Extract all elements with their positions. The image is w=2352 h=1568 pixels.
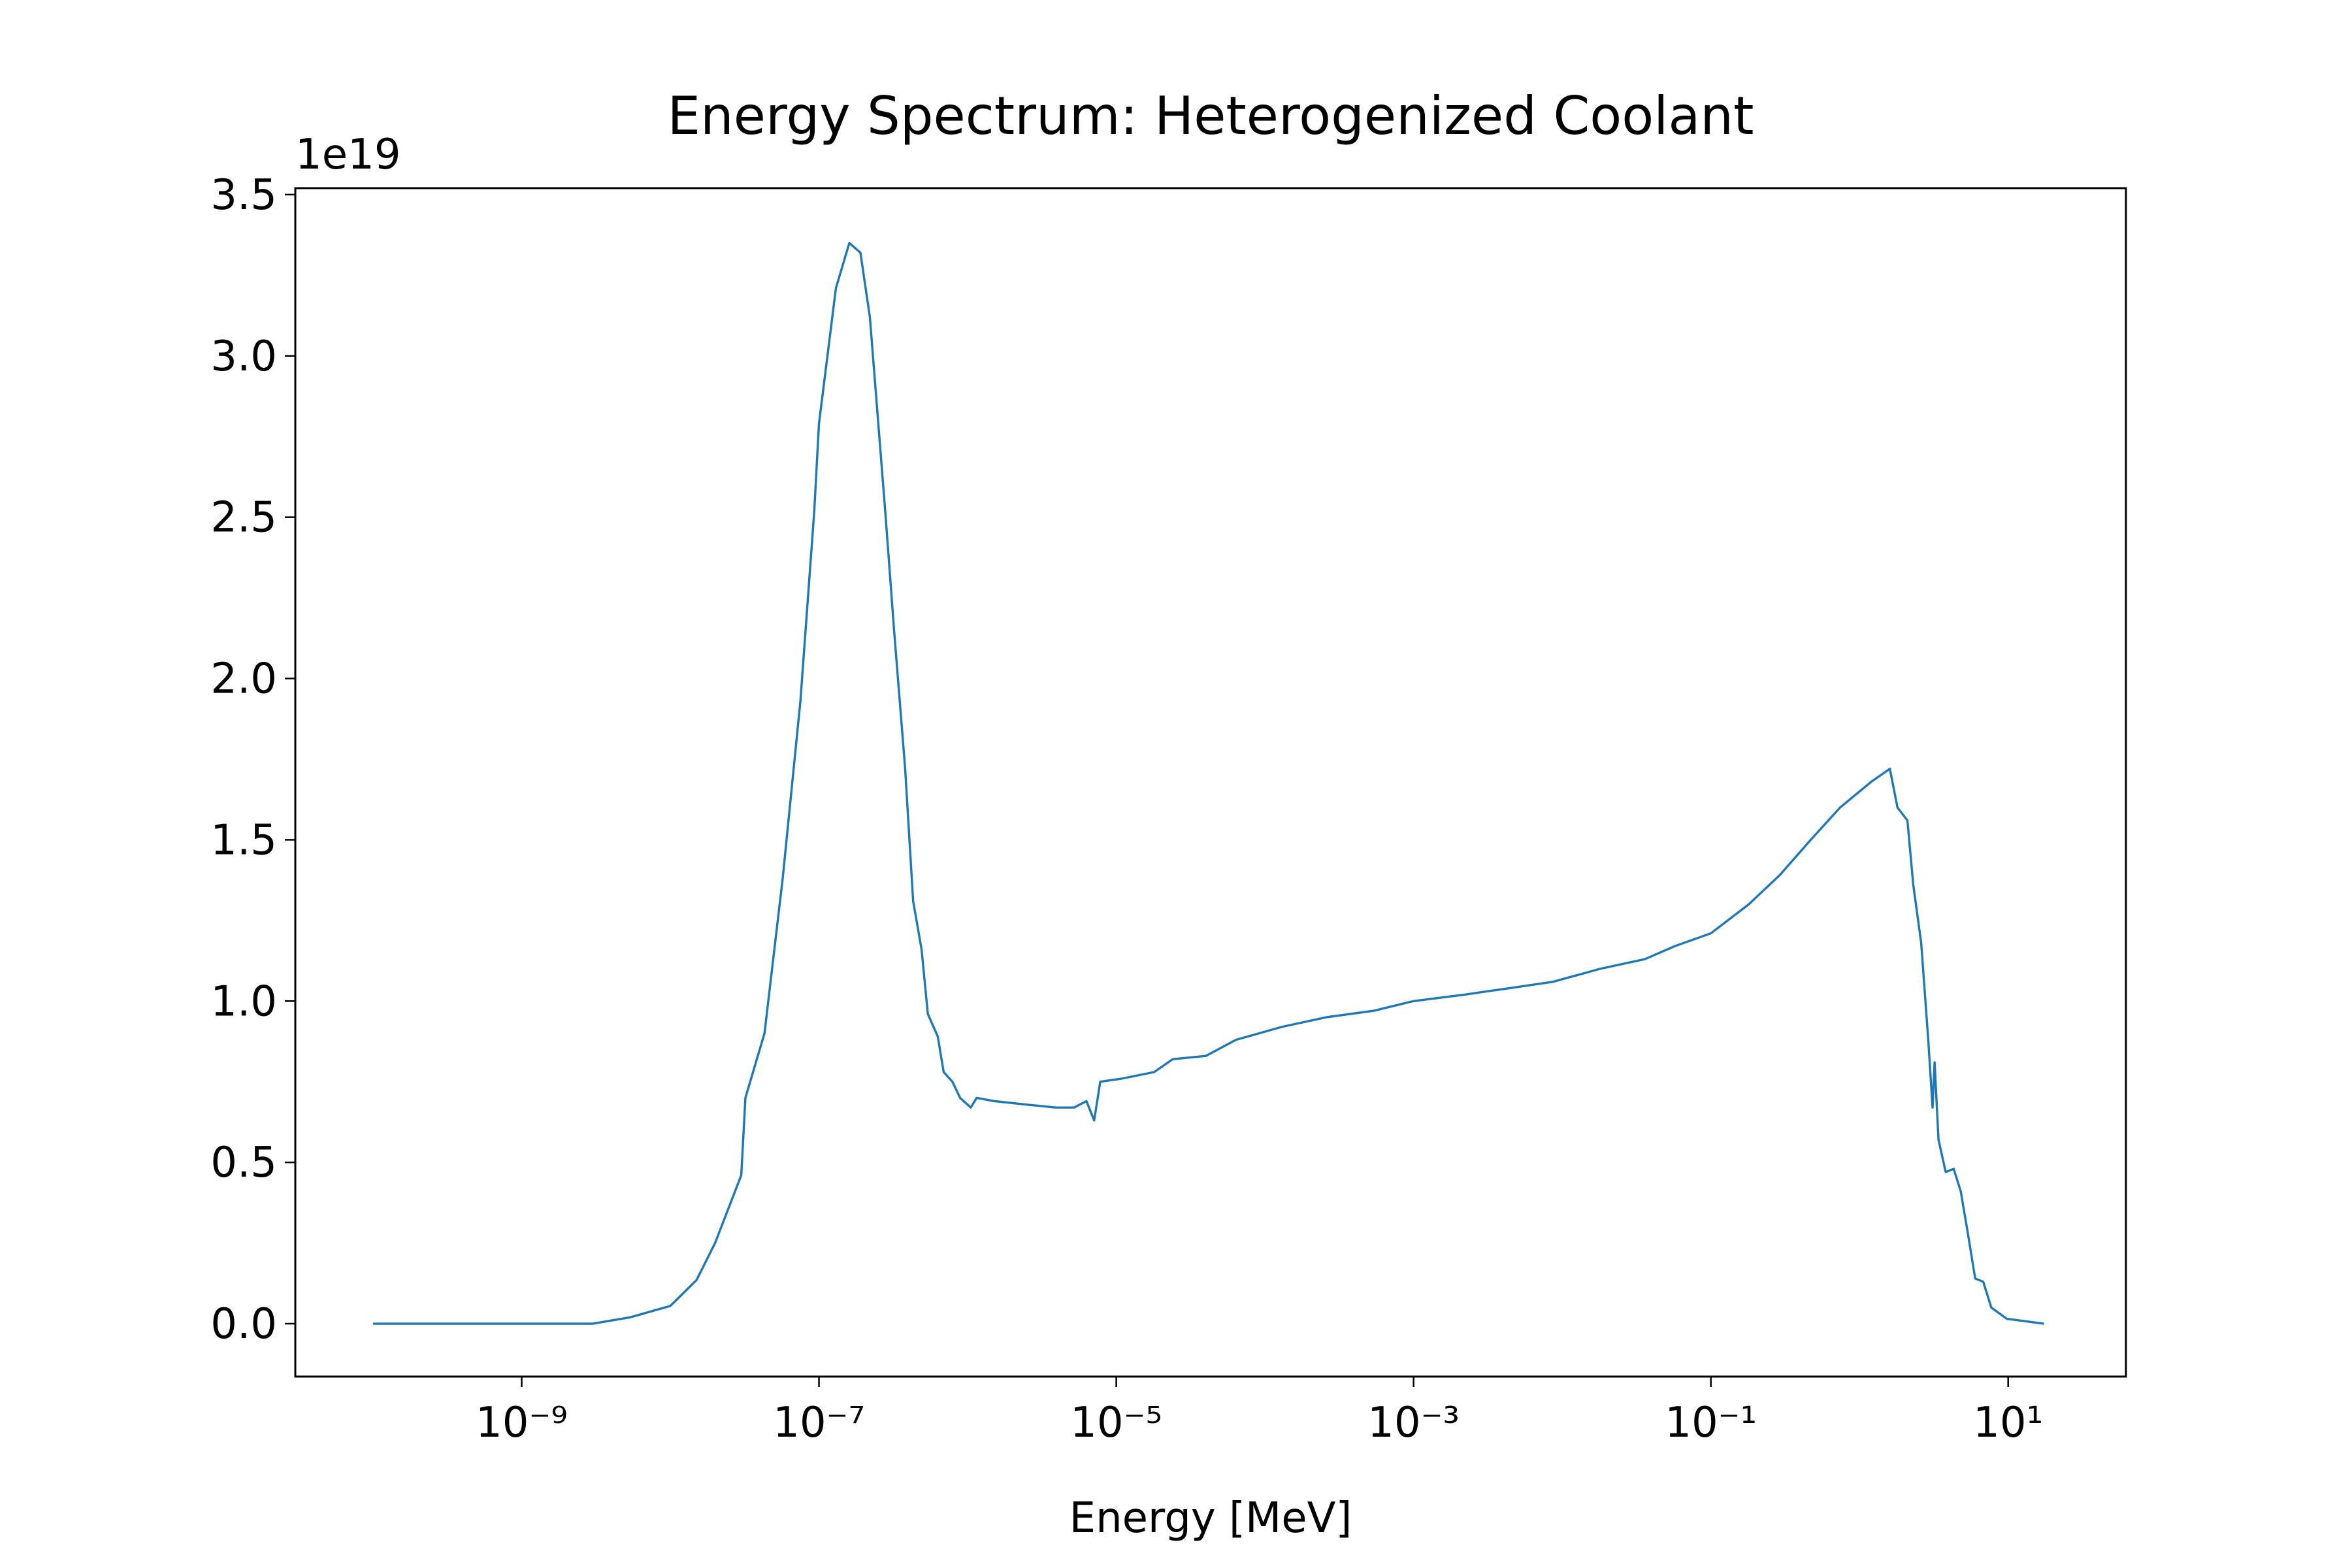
y-tick-label: 0.0 <box>210 1300 277 1348</box>
x-tick-label: 10⁻⁹ <box>476 1399 568 1447</box>
x-tick-label: 10⁻³ <box>1367 1399 1460 1447</box>
chart-title: Energy Spectrum: Heterogenized Coolant <box>667 86 1754 146</box>
x-tick-label: 10⁻⁵ <box>1070 1399 1162 1447</box>
y-tick-label: 0.5 <box>210 1139 277 1187</box>
y-tick-label: 3.0 <box>210 333 277 381</box>
x-axis-label: Energy [MeV] <box>1070 1494 1352 1543</box>
y-offset-label: 1e19 <box>295 131 401 179</box>
x-tick-label: 10⁻⁷ <box>773 1399 865 1447</box>
y-tick-label: 3.5 <box>210 171 277 220</box>
y-tick-label: 1.0 <box>210 977 277 1026</box>
y-tick-label: 2.5 <box>210 494 277 542</box>
x-tick-label: 10¹ <box>1973 1399 2043 1447</box>
plot-frame <box>294 187 2127 1378</box>
y-tick-label: 2.0 <box>210 655 277 704</box>
data-line <box>372 242 2044 1325</box>
x-tick-label: 10⁻¹ <box>1665 1399 1757 1447</box>
y-tick-label: 1.5 <box>210 816 277 864</box>
